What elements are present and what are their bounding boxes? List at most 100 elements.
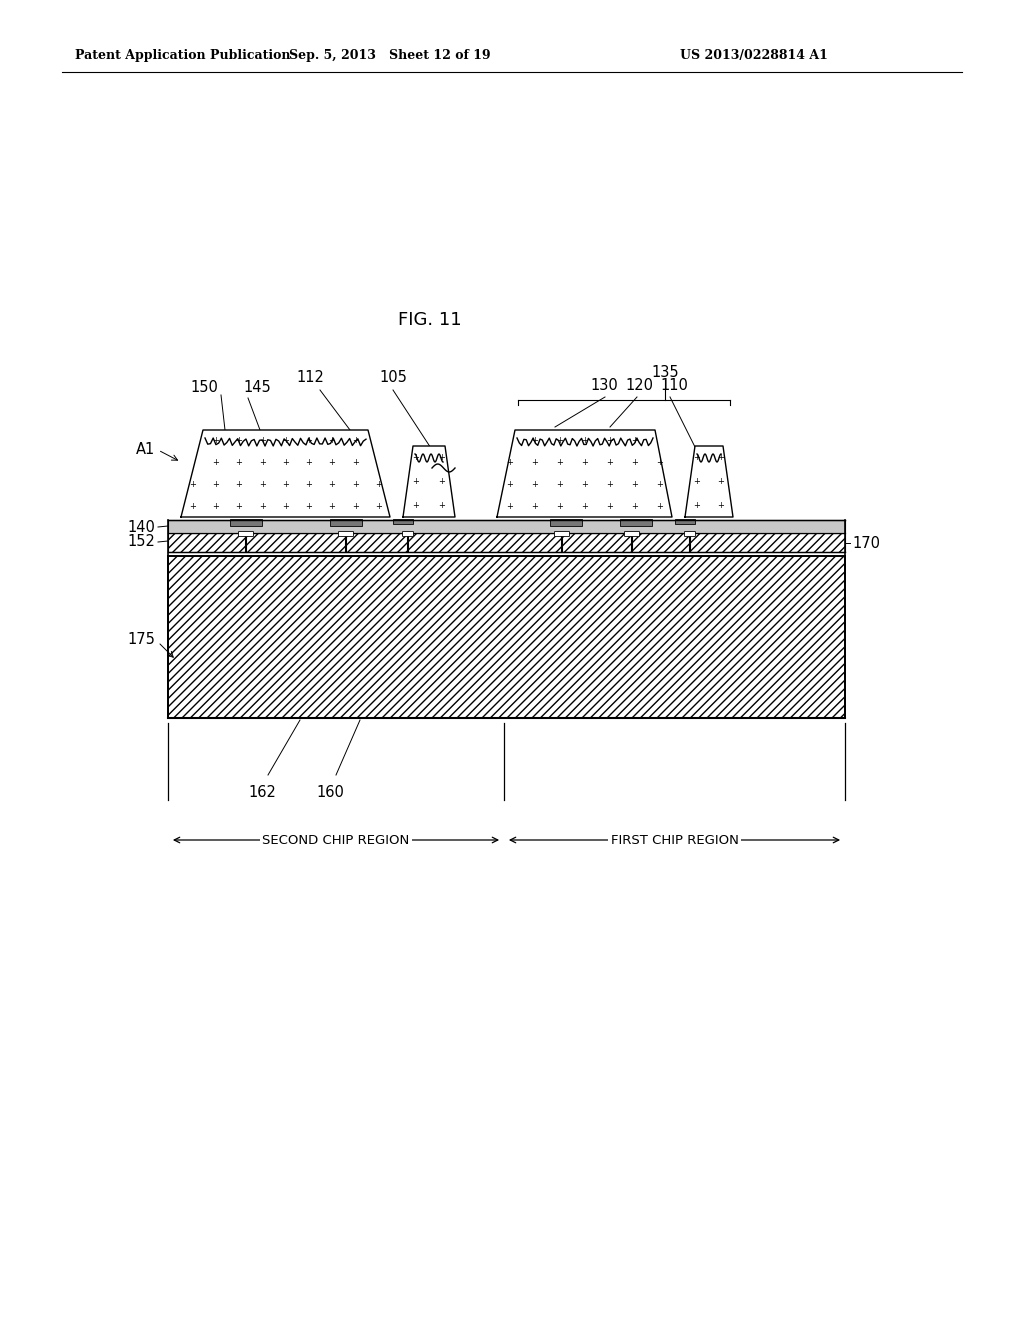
Polygon shape xyxy=(685,446,733,517)
Text: +: + xyxy=(212,502,219,511)
Bar xyxy=(550,519,582,525)
Text: +: + xyxy=(375,502,382,511)
Text: +: + xyxy=(556,480,563,488)
Text: FIRST CHIP REGION: FIRST CHIP REGION xyxy=(610,833,738,846)
Text: +: + xyxy=(282,502,289,511)
Polygon shape xyxy=(403,446,455,517)
Bar xyxy=(620,519,652,525)
Text: 105: 105 xyxy=(379,370,407,385)
Text: 150: 150 xyxy=(190,380,218,395)
Text: 160: 160 xyxy=(316,785,344,800)
Text: 112: 112 xyxy=(296,370,324,385)
Text: +: + xyxy=(606,480,613,488)
Text: +: + xyxy=(413,477,420,486)
Text: +: + xyxy=(693,500,700,510)
Text: +: + xyxy=(212,437,219,445)
Text: +: + xyxy=(656,480,663,488)
FancyBboxPatch shape xyxy=(402,532,414,536)
Text: +: + xyxy=(212,480,219,488)
Text: +: + xyxy=(329,480,336,488)
Text: +: + xyxy=(556,502,563,511)
FancyBboxPatch shape xyxy=(625,532,640,536)
Text: 135: 135 xyxy=(651,366,679,380)
Text: +: + xyxy=(413,453,420,462)
Text: +: + xyxy=(351,437,358,445)
Text: +: + xyxy=(531,458,538,467)
Text: +: + xyxy=(656,502,663,511)
Text: +: + xyxy=(606,458,613,467)
Text: +: + xyxy=(438,500,445,510)
Text: +: + xyxy=(556,437,563,445)
Text: +: + xyxy=(656,458,663,467)
Text: +: + xyxy=(581,502,588,511)
Text: +: + xyxy=(212,458,219,467)
Text: Sep. 5, 2013   Sheet 12 of 19: Sep. 5, 2013 Sheet 12 of 19 xyxy=(289,49,490,62)
Text: +: + xyxy=(506,502,513,511)
Text: +: + xyxy=(329,502,336,511)
Text: FIG. 11: FIG. 11 xyxy=(398,312,462,329)
Text: +: + xyxy=(259,437,265,445)
Text: +: + xyxy=(506,458,513,467)
Text: +: + xyxy=(631,437,638,445)
Text: +: + xyxy=(581,480,588,488)
Text: +: + xyxy=(259,480,265,488)
Text: +: + xyxy=(531,480,538,488)
Text: +: + xyxy=(351,502,358,511)
Text: +: + xyxy=(305,502,312,511)
Text: +: + xyxy=(581,458,588,467)
Text: +: + xyxy=(438,477,445,486)
Text: +: + xyxy=(305,437,312,445)
Text: +: + xyxy=(438,453,445,462)
Text: +: + xyxy=(631,502,638,511)
Text: 162: 162 xyxy=(248,785,275,800)
Text: +: + xyxy=(189,502,196,511)
Text: +: + xyxy=(305,480,312,488)
Text: 152: 152 xyxy=(127,535,155,549)
Text: 145: 145 xyxy=(243,380,270,395)
Text: SECOND CHIP REGION: SECOND CHIP REGION xyxy=(262,833,410,846)
Bar xyxy=(168,520,845,533)
Text: +: + xyxy=(375,480,382,488)
Text: +: + xyxy=(718,500,724,510)
Text: +: + xyxy=(606,437,613,445)
Bar xyxy=(168,556,845,718)
Text: 175: 175 xyxy=(127,632,155,648)
Text: +: + xyxy=(718,453,724,462)
Text: +: + xyxy=(631,458,638,467)
Text: 170: 170 xyxy=(852,536,880,550)
Text: +: + xyxy=(282,458,289,467)
Text: +: + xyxy=(305,458,312,467)
Text: +: + xyxy=(718,477,724,486)
Text: +: + xyxy=(236,502,243,511)
Text: +: + xyxy=(282,437,289,445)
Text: +: + xyxy=(581,437,588,445)
Text: +: + xyxy=(236,458,243,467)
Text: 130: 130 xyxy=(590,378,617,393)
Text: +: + xyxy=(259,502,265,511)
Text: +: + xyxy=(282,480,289,488)
Bar xyxy=(675,519,695,524)
Text: +: + xyxy=(236,480,243,488)
Text: +: + xyxy=(189,480,196,488)
Text: +: + xyxy=(329,437,336,445)
FancyBboxPatch shape xyxy=(339,532,353,536)
Bar xyxy=(230,519,262,525)
Polygon shape xyxy=(181,430,390,517)
Text: +: + xyxy=(329,458,336,467)
Text: +: + xyxy=(693,477,700,486)
Text: 140: 140 xyxy=(127,520,155,535)
Text: +: + xyxy=(606,502,613,511)
Polygon shape xyxy=(497,430,672,517)
FancyBboxPatch shape xyxy=(239,532,254,536)
Text: Patent Application Publication: Patent Application Publication xyxy=(75,49,291,62)
Text: +: + xyxy=(556,458,563,467)
Text: +: + xyxy=(351,480,358,488)
Text: +: + xyxy=(351,458,358,467)
Text: +: + xyxy=(236,437,243,445)
Text: +: + xyxy=(631,480,638,488)
Text: +: + xyxy=(531,437,538,445)
Text: US 2013/0228814 A1: US 2013/0228814 A1 xyxy=(680,49,827,62)
Text: 120: 120 xyxy=(625,378,653,393)
Text: A1: A1 xyxy=(136,442,155,458)
Text: +: + xyxy=(531,502,538,511)
